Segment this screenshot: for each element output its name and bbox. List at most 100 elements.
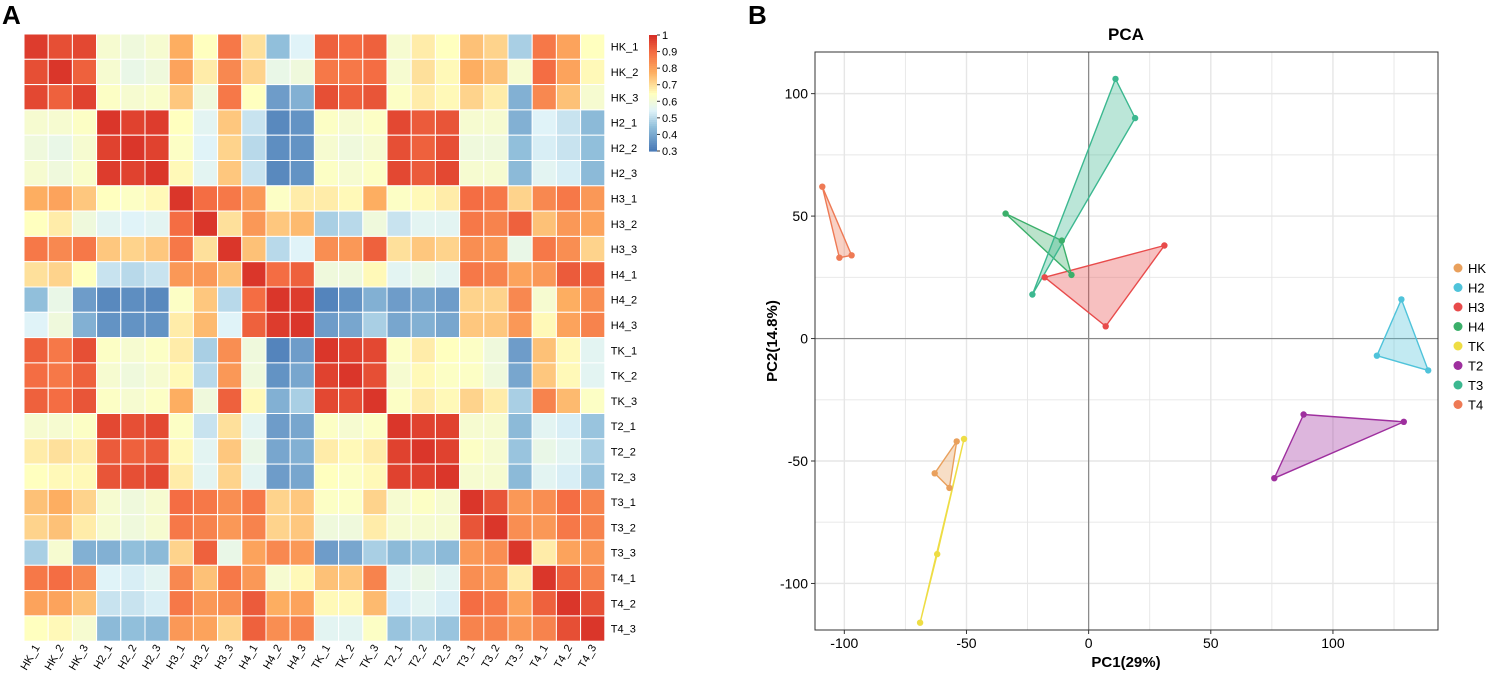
x-axis-label: PC1(29%) — [1091, 654, 1160, 671]
heatmap-cell — [580, 160, 606, 187]
column-label: HK_1 — [19, 643, 43, 673]
heatmap-cell — [217, 185, 243, 212]
heatmap-cell — [580, 210, 606, 237]
heatmap-cell — [483, 590, 509, 617]
heatmap-cell — [507, 362, 533, 389]
heatmap-cell — [96, 539, 122, 566]
heatmap-cell — [144, 514, 170, 541]
heatmap-cell — [362, 438, 388, 465]
heatmap-cell — [507, 58, 533, 86]
heatmap-cell — [362, 210, 388, 237]
heatmap-cell — [241, 160, 267, 187]
heatmap-cell — [555, 438, 582, 465]
heatmap-cell — [580, 615, 606, 642]
heatmap-cell — [217, 261, 243, 288]
colorbar-segment — [649, 135, 657, 139]
heatmap-cell — [410, 514, 436, 541]
column-label: T3_2 — [480, 643, 503, 671]
heatmap-cell — [313, 387, 340, 415]
heatmap-cell — [555, 413, 582, 440]
row-label: T3_2 — [611, 522, 636, 534]
colorbar-segment — [649, 114, 657, 117]
heatmap-cell — [96, 413, 122, 440]
heatmap-cell — [507, 463, 533, 490]
heatmap-cell — [580, 33, 606, 60]
group-polygon-t4 — [821, 186, 853, 259]
column-label: HK_2 — [43, 643, 67, 673]
heatmap-cell — [507, 539, 533, 566]
heatmap-cell — [120, 109, 146, 136]
heatmap-cell — [47, 564, 73, 592]
heatmap-cell — [192, 463, 219, 490]
heatmap-cell — [192, 337, 219, 364]
heatmap-cell — [265, 261, 291, 288]
pca-legend: HK H2 H3 H4 TK T2 T3 T4 — [1453, 261, 1486, 413]
heatmap-cell — [289, 337, 315, 364]
heatmap-cell — [96, 33, 122, 60]
heatmap-cell — [434, 261, 461, 288]
heatmap-cell — [47, 337, 73, 364]
heatmap-cell — [386, 84, 412, 111]
heatmap-cell — [71, 134, 98, 161]
y-axis-label: PC2(14.8%) — [764, 300, 781, 382]
heatmap-cell — [71, 362, 98, 389]
heatmap-cell — [386, 286, 412, 313]
heatmap-cell — [96, 615, 122, 642]
heatmap-cell — [47, 362, 73, 389]
heatmap-cell — [241, 463, 267, 490]
heatmap-cell — [144, 210, 170, 237]
heatmap-cell — [410, 615, 436, 642]
row-label: TK_1 — [611, 345, 637, 357]
column-label: TK_1 — [310, 643, 334, 672]
heatmap-cell — [507, 615, 533, 642]
heatmap-cell — [71, 58, 98, 86]
colorbar-segment — [649, 106, 657, 110]
column-label: TK_2 — [334, 643, 358, 672]
heatmap-cell — [580, 58, 606, 86]
heatmap-cell — [289, 210, 315, 237]
heatmap-cell — [410, 109, 436, 136]
heatmap-cell — [289, 590, 315, 617]
plot-background — [815, 52, 1438, 630]
heatmap-cell — [265, 590, 291, 617]
heatmap-cell — [23, 514, 49, 541]
heatmap-cell — [507, 311, 533, 339]
colorbar-segment — [649, 69, 657, 73]
heatmap-cell — [144, 109, 170, 136]
heatmap-cell — [459, 109, 485, 136]
heatmap-cell — [507, 413, 533, 440]
heatmap-cell — [120, 590, 146, 617]
heatmap-cell — [386, 590, 412, 617]
heatmap-cell — [265, 84, 291, 111]
heatmap-cell — [217, 539, 243, 566]
y-tick-label: -50 — [788, 453, 808, 469]
heatmap-cell — [555, 210, 582, 237]
heatmap-cell — [555, 311, 582, 339]
heatmap-cell — [217, 160, 243, 187]
heatmap-cell — [23, 387, 49, 415]
heatmap-cell — [23, 58, 49, 86]
heatmap-cell — [459, 261, 485, 288]
point-hk — [953, 438, 960, 445]
heatmap-cell — [23, 463, 49, 490]
heatmap-cell — [338, 311, 364, 339]
heatmap-cell — [313, 84, 340, 111]
heatmap-cell — [313, 539, 340, 566]
heatmap-cell — [120, 413, 146, 440]
heatmap-cell — [362, 58, 388, 86]
heatmap-cell — [71, 286, 98, 313]
heatmap-cell — [386, 235, 412, 263]
heatmap-cell — [459, 58, 485, 86]
colorbar-segment — [649, 89, 657, 92]
heatmap-cell — [144, 84, 170, 111]
heatmap-cell — [386, 564, 412, 592]
heatmap-cell — [144, 564, 170, 592]
heatmap-cell — [144, 615, 170, 642]
colorbar-segment — [649, 79, 657, 82]
column-label: H3_3 — [213, 643, 237, 672]
heatmap-cell — [338, 33, 364, 60]
heatmap-cell — [192, 564, 219, 592]
heatmap-cell — [459, 160, 485, 187]
row-label: HK_3 — [611, 92, 639, 104]
colorbar-segment — [649, 77, 657, 81]
